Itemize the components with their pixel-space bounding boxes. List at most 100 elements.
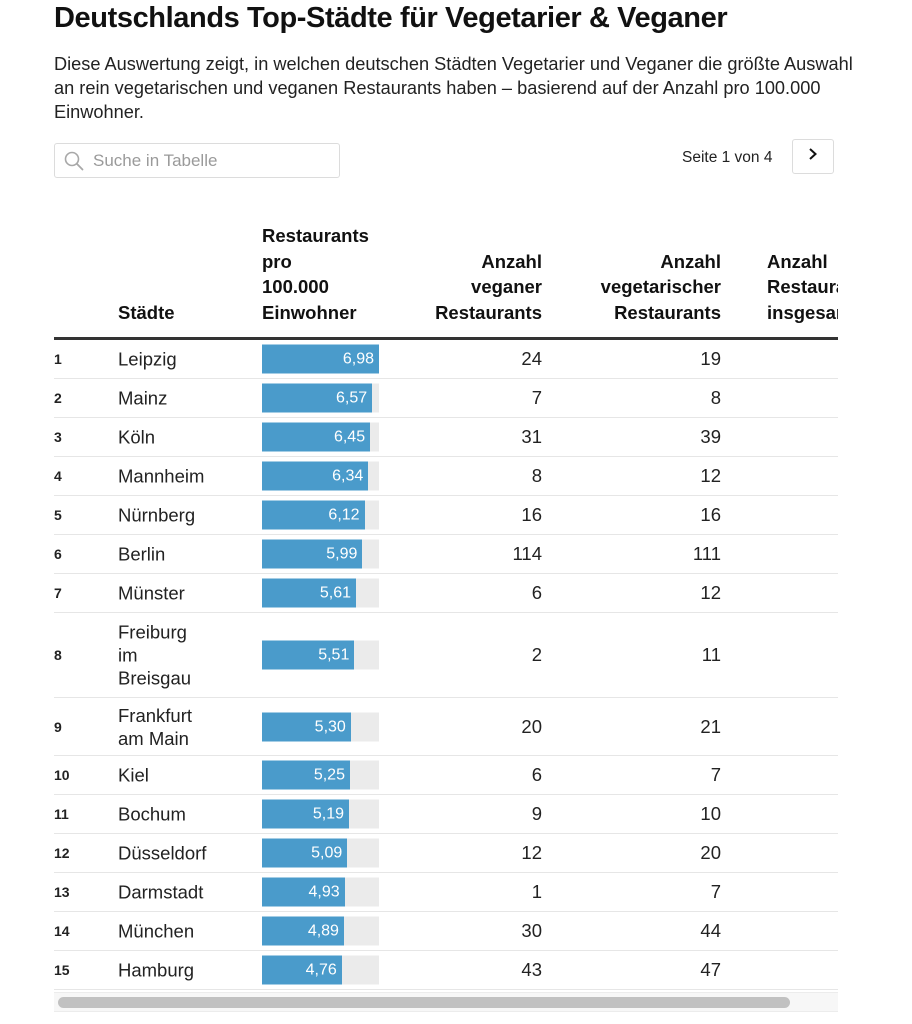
ratio-bar: [262, 799, 349, 829]
ratio-bar-track: 5,61: [262, 578, 379, 608]
vegan-count: 8: [531, 465, 542, 486]
ratio-bar-track: 5,51: [262, 640, 379, 670]
rank: 12: [54, 845, 70, 861]
table-row: 15 Hamburg 4,76 43 47: [54, 951, 838, 990]
vegan-count: 7: [531, 387, 542, 408]
column-header-total[interactable]: Anzahl Restaurants insgesamt: [767, 250, 838, 323]
vegetarian-count: 7: [710, 764, 721, 785]
vegan-count: 16: [521, 504, 542, 525]
city-name: Freiburg im Breisgau: [118, 621, 192, 689]
vegetarian-count: 12: [700, 582, 721, 603]
ratio-bar: [262, 461, 369, 491]
rank: 15: [54, 962, 70, 978]
horizontal-scrollbar[interactable]: [54, 992, 838, 1012]
vegan-count: 20: [521, 715, 542, 737]
city-name: Darmstadt: [118, 881, 204, 903]
next-page-button[interactable]: [792, 139, 834, 174]
search-icon: [63, 150, 85, 172]
rank: 11: [54, 806, 69, 822]
vegan-count: 6: [531, 764, 542, 785]
rank: 9: [54, 718, 62, 735]
vegetarian-count: 11: [701, 644, 721, 665]
table-row: 11 Bochum 5,19 9 10: [54, 795, 838, 834]
column-header-vegan[interactable]: Anzahl veganer Restaurants: [435, 250, 542, 323]
city-name: Hamburg: [118, 959, 195, 981]
table-row: 2 Mainz 6,57 7 8: [54, 379, 838, 418]
table-body: 1 Leipzig 6,98 24 19 2 Mainz 6,57 7 8 3 Köln 6,45 31 3…: [54, 340, 838, 990]
scrollbar-thumb[interactable]: [58, 997, 790, 1008]
rank: 5: [54, 507, 62, 523]
vegetarian-count: 19: [700, 348, 721, 369]
ratio-value: 6,57: [335, 389, 368, 407]
ratio-bar-track: 6,45: [262, 422, 379, 452]
ratio-bar-track: 6,98: [262, 344, 379, 374]
ratio-bar-track: 5,19: [262, 799, 379, 829]
rank: 4: [54, 468, 62, 484]
search-input[interactable]: [93, 144, 333, 177]
table-row: 10 Kiel 5,25 6 7: [54, 756, 838, 795]
ratio-value: 5,19: [312, 805, 344, 823]
city-name: Nürnberg: [118, 504, 196, 526]
vegetarian-count: 44: [700, 920, 721, 941]
ratio-bar: [262, 712, 351, 741]
column-header-ratio[interactable]: Restaurants pro 100.000 Einwohner: [262, 225, 369, 323]
column-header-vegetarian[interactable]: Anzahl vegetarischer Restaurants: [600, 250, 721, 323]
vegan-count: 24: [521, 348, 542, 369]
vegan-count: 6: [531, 582, 542, 603]
ratio-value: 5,61: [319, 584, 352, 602]
ratio-value: 5,99: [326, 545, 358, 563]
rank: 10: [54, 767, 70, 783]
rank: 6: [54, 546, 62, 562]
table-row: 6 Berlin 5,99 114 111: [54, 535, 838, 574]
table-row: 3 Köln 6,45 31 39: [54, 418, 838, 457]
city-name: Düsseldorf: [118, 842, 207, 864]
table-row: 8 Freiburg im Breisgau 5,51 2 11: [54, 613, 838, 698]
ratio-bar-track: 5,25: [262, 760, 379, 790]
vegetarian-count: 111: [692, 543, 721, 564]
vegetarian-count: 20: [700, 842, 721, 863]
rank: 1: [54, 351, 62, 367]
vegan-count: 31: [521, 426, 542, 447]
vegetarian-count: 10: [700, 803, 721, 824]
ratio-bar-track: 4,93: [262, 877, 379, 907]
table-row: 5 Nürnberg 6,12 16 16: [54, 496, 838, 535]
city-name: Leipzig: [118, 348, 177, 370]
page-title: Deutschlands Top-Städte für Vegetarier &…: [54, 2, 728, 34]
vegetarian-count: 7: [710, 881, 721, 902]
rank: 8: [54, 647, 62, 663]
ratio-bar: [262, 640, 355, 670]
ratio-bar-track: 6,34: [262, 461, 379, 491]
chevron-right-icon: [807, 147, 819, 166]
table-search[interactable]: [54, 143, 340, 178]
vegetarian-count: 39: [700, 426, 721, 447]
column-header-city[interactable]: Städte: [118, 301, 175, 323]
ratio-value: 4,93: [308, 883, 340, 901]
ratio-value: 5,51: [318, 646, 350, 664]
vegetarian-count: 47: [700, 959, 721, 980]
city-name: Frankfurt am Main: [118, 704, 193, 749]
ratio-bar-track: 5,09: [262, 838, 379, 868]
ratio-value: 6,45: [333, 428, 366, 446]
table-row: 12 Düsseldorf 5,09 12 20: [54, 834, 838, 873]
city-name: Mainz: [118, 387, 168, 409]
ratio-bar-track: 6,57: [262, 383, 379, 413]
ratio-bar: [262, 760, 350, 790]
ratio-bar: [262, 877, 345, 907]
table-row: 7 Münster 5,61 6 12: [54, 574, 838, 613]
rank: 14: [54, 923, 70, 939]
table-row: 4 Mannheim 6,34 8 12: [54, 457, 838, 496]
vegetarian-count: 12: [700, 465, 721, 486]
ratio-bar-track: 6,12: [262, 500, 379, 530]
vegan-count: 1: [531, 881, 542, 902]
ratio-value: 6,34: [332, 467, 364, 485]
city-name: Berlin: [118, 543, 166, 565]
cities-table: Städte Restaurants pro 100.000 Einwohner…: [54, 220, 838, 1020]
rank: 7: [54, 585, 62, 601]
ratio-bar: [262, 539, 363, 569]
ratio-bar: [262, 383, 373, 413]
ratio-bar: [262, 500, 365, 530]
ratio-value: 4,76: [305, 961, 337, 979]
rank: 2: [54, 390, 62, 406]
vegetarian-count: 21: [700, 715, 721, 737]
ratio-bar: [262, 344, 379, 374]
